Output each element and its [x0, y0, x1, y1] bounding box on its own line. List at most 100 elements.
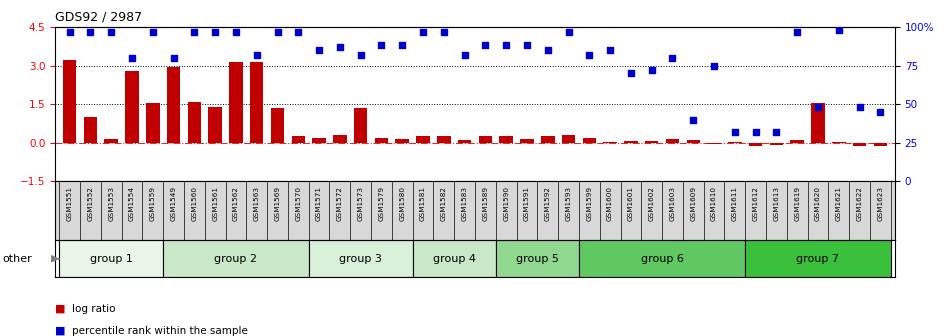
Text: GSM1571: GSM1571: [316, 186, 322, 221]
Bar: [561, 135, 576, 143]
Bar: [790, 140, 804, 143]
Text: GSM1623: GSM1623: [878, 186, 884, 221]
Bar: [167, 67, 180, 143]
Text: GSM1580: GSM1580: [399, 186, 406, 221]
Point: [686, 117, 701, 122]
Text: GSM1600: GSM1600: [607, 186, 613, 221]
Bar: [479, 136, 492, 143]
Bar: [250, 62, 263, 143]
Bar: [146, 103, 160, 143]
Bar: [84, 117, 97, 143]
Text: group 3: group 3: [339, 254, 382, 264]
Bar: [579, 240, 745, 277]
Bar: [229, 62, 242, 143]
Text: GSM1593: GSM1593: [565, 186, 572, 221]
Text: GSM1553: GSM1553: [108, 186, 114, 221]
Text: GSM1551: GSM1551: [66, 186, 72, 221]
Text: GSM1613: GSM1613: [773, 186, 779, 221]
Text: GSM1554: GSM1554: [129, 186, 135, 221]
Text: GSM1622: GSM1622: [857, 186, 863, 221]
Point: [478, 43, 493, 48]
Bar: [708, 143, 721, 144]
Point: [852, 104, 867, 110]
Text: log ratio: log ratio: [72, 304, 116, 314]
Bar: [541, 136, 555, 143]
Text: GSM1581: GSM1581: [420, 186, 426, 221]
Bar: [745, 240, 891, 277]
Point: [728, 129, 743, 135]
Bar: [496, 240, 579, 277]
Bar: [333, 135, 347, 143]
Text: GSM1619: GSM1619: [794, 186, 800, 221]
Point: [187, 29, 202, 34]
Text: group 1: group 1: [90, 254, 133, 264]
Text: group 2: group 2: [215, 254, 257, 264]
Point: [124, 55, 140, 60]
Point: [374, 43, 390, 48]
Bar: [500, 136, 513, 143]
Text: GSM1570: GSM1570: [295, 186, 301, 221]
Point: [249, 52, 264, 57]
Bar: [437, 136, 450, 143]
Bar: [832, 141, 846, 143]
Text: group 5: group 5: [516, 254, 559, 264]
Text: GSM1559: GSM1559: [150, 186, 156, 221]
Text: GDS92 / 2987: GDS92 / 2987: [55, 10, 142, 23]
Bar: [395, 139, 409, 143]
Bar: [104, 139, 118, 143]
Point: [644, 68, 659, 73]
Text: GSM1572: GSM1572: [337, 186, 343, 221]
Point: [499, 43, 514, 48]
Text: GSM1612: GSM1612: [752, 186, 759, 221]
Point: [769, 129, 784, 135]
Bar: [603, 141, 617, 143]
Text: GSM1592: GSM1592: [544, 186, 551, 221]
Bar: [582, 138, 596, 143]
Bar: [354, 108, 368, 143]
Bar: [458, 140, 471, 143]
Point: [810, 104, 826, 110]
Bar: [292, 136, 305, 143]
Bar: [313, 138, 326, 143]
Bar: [811, 103, 825, 143]
Point: [581, 52, 597, 57]
Text: GSM1602: GSM1602: [649, 186, 655, 221]
Bar: [728, 141, 742, 143]
Bar: [163, 240, 309, 277]
Text: GSM1603: GSM1603: [670, 186, 675, 221]
Text: GSM1599: GSM1599: [586, 186, 593, 221]
Bar: [309, 240, 412, 277]
Text: GSM1563: GSM1563: [254, 186, 259, 221]
Text: ■: ■: [55, 326, 66, 336]
Point: [353, 52, 369, 57]
Point: [62, 29, 77, 34]
Point: [415, 29, 430, 34]
Point: [436, 29, 451, 34]
Point: [83, 29, 98, 34]
Bar: [874, 143, 887, 146]
Bar: [853, 143, 866, 146]
Point: [707, 63, 722, 68]
Bar: [749, 143, 763, 146]
Point: [332, 44, 348, 50]
Text: GSM1611: GSM1611: [732, 186, 738, 221]
Text: GSM1579: GSM1579: [378, 186, 385, 221]
Text: percentile rank within the sample: percentile rank within the sample: [72, 326, 248, 336]
Text: GSM1573: GSM1573: [357, 186, 364, 221]
Text: GSM1562: GSM1562: [233, 186, 239, 221]
Bar: [645, 141, 658, 143]
Point: [602, 47, 618, 53]
Text: GSM1609: GSM1609: [691, 186, 696, 221]
Bar: [374, 138, 389, 143]
Text: GSM1621: GSM1621: [836, 186, 842, 221]
Point: [541, 47, 556, 53]
Point: [789, 29, 805, 34]
Bar: [412, 240, 496, 277]
Text: GSM1561: GSM1561: [212, 186, 218, 221]
Bar: [271, 108, 284, 143]
Bar: [125, 71, 139, 143]
Text: GSM1549: GSM1549: [171, 186, 177, 221]
Text: group 7: group 7: [796, 254, 840, 264]
Bar: [624, 141, 637, 143]
Bar: [187, 101, 201, 143]
